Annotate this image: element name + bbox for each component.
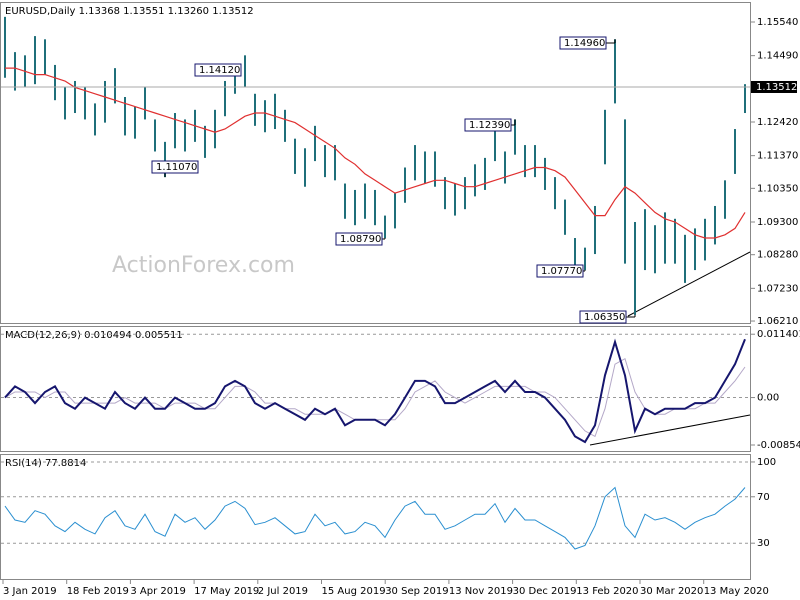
annotation-label: 1.07770 [541,266,582,277]
x-tick-label: 3 Apr 2019 [130,586,185,597]
x-tick-label: 18 Feb 2019 [67,586,129,597]
annotation-box [559,36,607,50]
annotation-label: 1.08790 [340,234,381,245]
y-tick-label: 30 [757,538,770,549]
x-tick-label: 2 Jul 2019 [258,586,308,597]
trend-line [589,414,751,446]
y-tick-label: 1.06210 [757,316,798,327]
y-tick-label: 0.011401 [757,329,800,340]
annotation-label: 1.11070 [156,162,197,173]
y-tick-label: 70 [757,492,770,503]
annotation-box [464,118,512,132]
rsi-line [4,486,746,550]
rsi-frame [0,454,751,580]
y-tick-label: 1.12420 [757,117,798,128]
x-tick-label: 15 Aug 2019 [322,586,386,597]
x-tick-label: 13 Feb 2020 [576,586,638,597]
annotation-label: 1.06350 [584,312,625,323]
y-tick-label: 1.15540 [757,17,798,28]
y-tick-label: 1.09300 [757,217,798,228]
price-frame [0,2,751,324]
annotation-label: 1.12390 [469,120,510,131]
x-tick-label: 17 May 2019 [194,586,259,597]
x-tick-label: 30 Mar 2020 [640,586,703,597]
x-tick-label: 3 Jan 2019 [3,586,57,597]
y-tick-label: 1.10350 [757,183,798,194]
watermark: ActionForex.com [112,253,295,278]
x-tick-label: 13 May 2020 [704,586,769,597]
y-tick-label: 1.14490 [757,51,798,62]
macd-frame [0,326,751,452]
rsi-title: RSI(14) 77.8814 [5,458,86,469]
annotation-label: 1.14120 [199,65,240,76]
current-price-box [751,80,797,93]
y-tick-label: 1.08280 [757,250,798,261]
y-tick-label: 1.07230 [757,283,798,294]
x-tick-label: 30 Dec 2019 [513,586,577,597]
macd-line [4,338,746,444]
x-tick-label: 30 Sep 2019 [385,586,448,597]
price-title: EURUSD,Daily 1.13368 1.13551 1.13260 1.1… [5,6,254,17]
annotation-box [579,310,627,324]
y-tick-label: 0.00 [757,393,779,404]
annotation-box [151,160,199,174]
annotation-box [194,63,242,77]
annotation-label: 1.14960 [564,38,605,49]
macd-title: MACD(12,26,9) 0.010494 0.005511 [5,330,183,341]
y-tick-label: 100 [757,457,776,468]
annotation-box [536,264,584,278]
annotation-box [335,232,383,246]
x-tick-label: 13 Nov 2019 [449,586,513,597]
current-price-label: 1.13512 [756,82,797,93]
y-tick-label: 1.11370 [757,151,798,162]
moving-average [5,67,746,239]
trend-line [627,251,751,317]
